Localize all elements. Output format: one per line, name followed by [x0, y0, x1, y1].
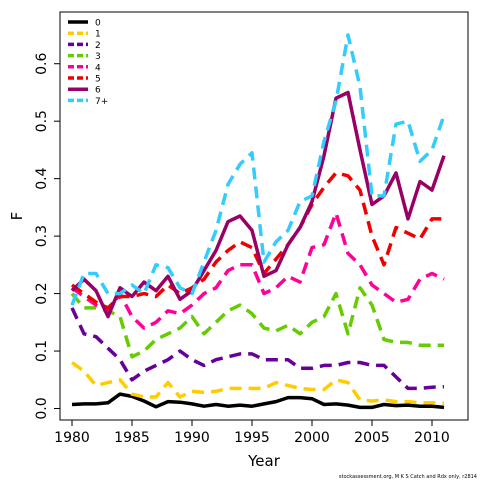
footer-credit: stockassessment.org, M K S Catch and Rdx…: [339, 474, 477, 480]
x-tick-label: 2005: [354, 430, 390, 446]
y-tick-label: 0.0: [34, 397, 50, 419]
x-tick-label: 1985: [114, 430, 150, 446]
legend-label: 7+: [95, 97, 108, 107]
legend-label: 2: [95, 41, 101, 51]
legend-label: 6: [95, 86, 101, 96]
legend-label: 3: [95, 52, 101, 62]
series-line-7plus: [70, 33, 446, 306]
x-tick-label: 2000: [294, 430, 330, 446]
plot-frame: [59, 11, 469, 421]
y-tick-label: 0.1: [34, 340, 50, 362]
x-axis: 1980 1985 1990 1995 2000 2005 2010: [54, 420, 450, 446]
series-line-5: [70, 171, 444, 310]
y-tick-label: 0.5: [34, 110, 50, 132]
legend-label: 4: [95, 63, 101, 73]
x-tick-label: 1980: [54, 430, 90, 446]
series-line-0: [71, 392, 445, 410]
y-tick-label: 0.3: [34, 225, 50, 247]
y-tick-label: 0.4: [34, 167, 50, 189]
y-axis: 0.0 0.1 0.2 0.3 0.4 0.5 0.6: [34, 52, 60, 420]
legend-label: 5: [95, 75, 101, 85]
legend-label: 0: [95, 19, 101, 29]
legend-label: 1: [95, 30, 101, 40]
y-tick-label: 0.6: [34, 52, 50, 74]
x-tick-label: 2010: [414, 430, 450, 446]
y-axis-title: F: [8, 212, 26, 221]
x-tick-label: 1990: [174, 430, 210, 446]
series-layer: [70, 33, 446, 410]
y-tick-label: 0.2: [34, 282, 50, 304]
x-axis-title: Year: [247, 452, 281, 470]
series-line-3: [70, 286, 444, 359]
series-line-1: [70, 361, 445, 406]
series-line-4: [70, 211, 445, 330]
series-line-2: [70, 307, 445, 391]
x-tick-label: 1995: [234, 430, 270, 446]
